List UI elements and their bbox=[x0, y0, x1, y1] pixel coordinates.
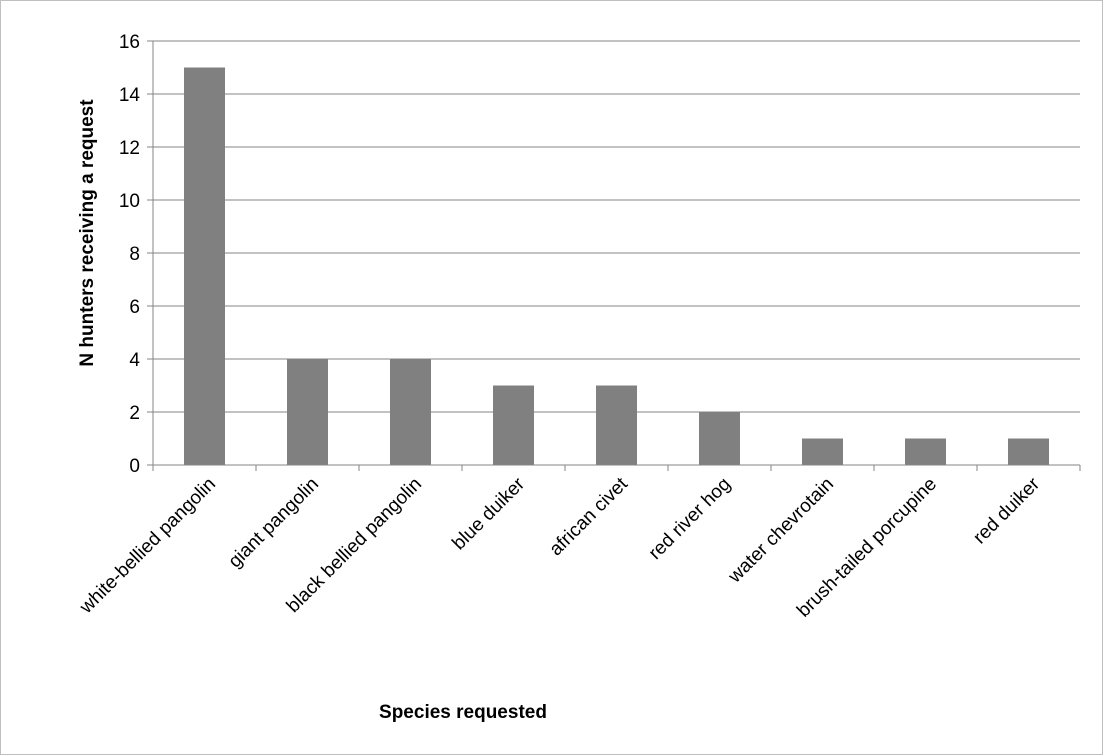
x-tick-label: white-bellied pangolin bbox=[75, 474, 220, 619]
y-tick-label: 14 bbox=[119, 85, 141, 106]
bar bbox=[699, 412, 740, 465]
y-tick-label: 0 bbox=[129, 456, 140, 477]
bar bbox=[905, 438, 946, 465]
y-tick-label: 8 bbox=[129, 244, 140, 265]
bar bbox=[184, 67, 225, 465]
x-tick-label: red river hog bbox=[645, 474, 735, 564]
y-tick-label: 2 bbox=[129, 403, 140, 424]
x-tick-labels: white-bellied pangolin giant pangolinblac… bbox=[75, 473, 1044, 621]
y-tick-label: 4 bbox=[129, 350, 140, 371]
y-tick-label: 12 bbox=[119, 138, 140, 159]
y-tick-label: 6 bbox=[129, 297, 140, 318]
gridlines bbox=[153, 40, 1080, 413]
x-axis-title: Species requested bbox=[379, 702, 547, 723]
y-tick-label: 16 bbox=[119, 32, 140, 53]
bar bbox=[1008, 438, 1049, 465]
bar bbox=[493, 385, 534, 465]
bar bbox=[390, 359, 431, 465]
bars bbox=[184, 67, 1049, 465]
x-tick-label: african civet bbox=[546, 473, 633, 560]
y-tick-label: 10 bbox=[119, 191, 140, 212]
y-tick-labels: 0 2 4 6 8 10 12 14 16 bbox=[119, 32, 141, 477]
bar bbox=[287, 359, 328, 465]
bar bbox=[802, 438, 843, 465]
x-tick-label: blue duiker bbox=[448, 473, 529, 554]
axes bbox=[147, 40, 1081, 471]
x-tick-label: water chevrotain bbox=[724, 474, 838, 588]
bar bbox=[596, 385, 637, 465]
y-axis-title: N hunters receiving a request bbox=[77, 99, 98, 367]
x-tick-label: giant pangolin bbox=[225, 474, 324, 573]
x-tick-label: red duiker bbox=[969, 473, 1044, 548]
